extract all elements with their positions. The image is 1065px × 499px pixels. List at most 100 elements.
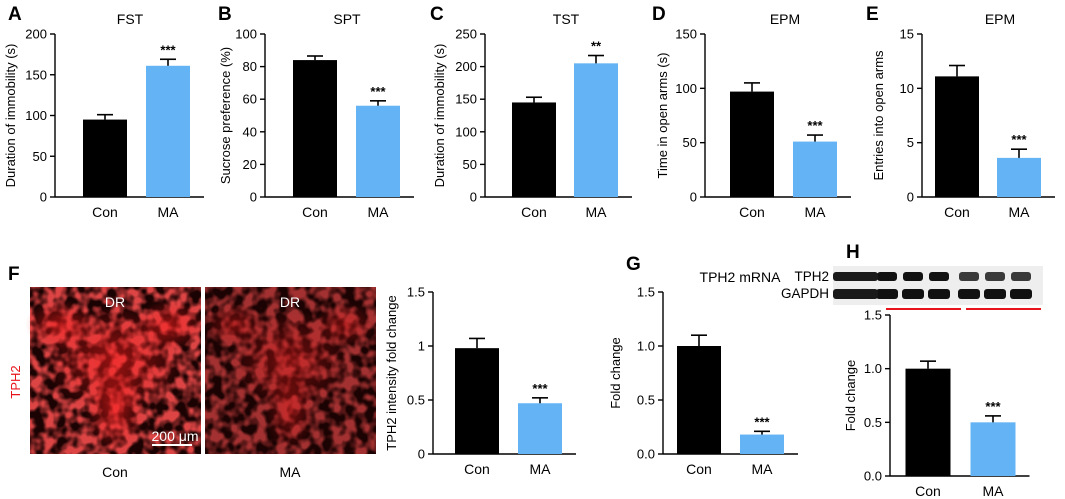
microscopy-panel: F TPH2 DR 200 μm DR Con MA bbox=[8, 264, 376, 480]
y-tick-label: 150 bbox=[455, 92, 477, 107]
blot-band-gapdh bbox=[876, 289, 898, 299]
bar-chart-6: 0 0.5 1 1.5 TPH2 intensity fold change Con MA *… bbox=[384, 285, 576, 477]
chart-title: SPT bbox=[333, 11, 361, 27]
bar-ma bbox=[970, 422, 1016, 476]
x-tick-label: MA bbox=[530, 461, 552, 477]
significance-marker: *** bbox=[160, 42, 176, 57]
y-tick-label: 200 bbox=[25, 27, 47, 42]
y-axis-label: Duration of immobility (s) bbox=[432, 44, 447, 188]
bar-con bbox=[83, 119, 127, 197]
blot-band-tph2 bbox=[959, 272, 979, 281]
x-tick-label: MA bbox=[1009, 204, 1031, 220]
y-tick-label: 80 bbox=[243, 59, 257, 74]
bar-con bbox=[935, 76, 979, 197]
y-tick-label: 50 bbox=[33, 149, 47, 164]
blot-band-gapdh bbox=[984, 289, 1006, 299]
region-label-ma: DR bbox=[280, 294, 300, 310]
panel-letter: A bbox=[8, 4, 22, 25]
y-tick-label: 0.0 bbox=[637, 447, 655, 462]
bar-ma bbox=[997, 157, 1041, 197]
bar-chart-1: A FST 0 50 100 150 200 Duration of immobility (… bbox=[3, 4, 204, 220]
y-tick-label: 150 bbox=[25, 67, 47, 82]
x-tick-label: MA bbox=[586, 204, 608, 220]
bar-con bbox=[677, 346, 721, 454]
x-tick-label: MA bbox=[752, 461, 774, 477]
significance-marker: *** bbox=[807, 118, 823, 133]
y-axis-label: Fold change bbox=[608, 337, 623, 409]
y-tick-label: 0.5 bbox=[637, 393, 655, 408]
y-tick-label: 0 bbox=[690, 190, 697, 205]
y-axis-label: Duration of immobility (s) bbox=[3, 44, 18, 188]
blot-band-gapdh bbox=[928, 289, 950, 299]
significance-marker: ** bbox=[591, 39, 602, 54]
y-tick-label: 0 bbox=[418, 447, 425, 462]
chart-title: TST bbox=[553, 11, 580, 27]
y-tick-label: 100 bbox=[25, 108, 47, 123]
significance-marker: *** bbox=[370, 84, 386, 99]
blot-bands bbox=[833, 272, 1032, 299]
bar-chart-3: C TST 0 50 100 150 200 250 Duration of immobilit… bbox=[430, 4, 632, 220]
y-tick-label: 1.0 bbox=[864, 361, 882, 376]
blot-band-gapdh bbox=[833, 289, 878, 299]
panel-letter: G bbox=[626, 254, 641, 275]
bar-chart-4: D EPM 0 50 100 150 Time in open arms (s) Con MA *… bbox=[652, 4, 851, 220]
y-tick-label: 10 bbox=[900, 81, 914, 96]
bar-con bbox=[512, 102, 556, 197]
scale-bar-label: 200 μm bbox=[152, 428, 199, 444]
blot-band-tph2 bbox=[985, 272, 1005, 281]
y-tick-label: 60 bbox=[243, 92, 257, 107]
x-tick-label: Con bbox=[464, 461, 490, 477]
micrograph-label-ma: MA bbox=[280, 464, 302, 480]
blot-label-gapdh: GAPDH bbox=[781, 286, 829, 301]
y-tick-label: 20 bbox=[243, 157, 257, 172]
x-tick-label: Con bbox=[915, 483, 941, 499]
bar-con bbox=[905, 368, 951, 476]
chart-title: EPM bbox=[985, 11, 1015, 27]
panel-letter: H bbox=[846, 242, 860, 263]
y-tick-label: 0 bbox=[250, 190, 257, 205]
y-tick-label: 50 bbox=[463, 157, 477, 172]
panel-letter: C bbox=[430, 4, 444, 25]
bar-ma bbox=[574, 63, 618, 198]
chart-title: FST bbox=[117, 11, 144, 27]
region-label-con: DR bbox=[105, 294, 125, 310]
y-tick-label: 1.0 bbox=[637, 339, 655, 354]
y-tick-label: 15 bbox=[900, 27, 914, 42]
blot-band-gapdh bbox=[958, 289, 980, 299]
y-tick-label: 40 bbox=[243, 124, 257, 139]
panel-letter: B bbox=[218, 4, 232, 25]
significance-marker: *** bbox=[754, 414, 770, 429]
x-tick-label: Con bbox=[521, 204, 547, 220]
y-tick-label: 1.5 bbox=[407, 285, 425, 300]
blot-band-tph2 bbox=[833, 272, 878, 281]
western-blot: TPH2 GAPDH bbox=[781, 266, 1043, 310]
bar-con bbox=[455, 348, 499, 454]
chart-title: EPM bbox=[770, 11, 800, 27]
y-axis-label: TPH2 intensity fold change bbox=[384, 295, 399, 450]
bar-chart-8: H 0.0 0.5 1.0 1.5 Fold change Con MA *** bbox=[843, 242, 1030, 499]
y-axis-label: Sucrose preference (%) bbox=[218, 47, 233, 184]
panel-letter-f: F bbox=[8, 264, 20, 285]
y-tick-label: 1.5 bbox=[864, 308, 882, 323]
blot-band-tph2 bbox=[877, 272, 897, 281]
x-tick-label: MA bbox=[368, 204, 390, 220]
blot-band-tph2 bbox=[903, 272, 923, 281]
y-tick-label: 0.5 bbox=[407, 393, 425, 408]
y-axis-label: Time in open arms (s) bbox=[655, 53, 670, 179]
x-tick-label: MA bbox=[158, 204, 180, 220]
blot-band-tph2 bbox=[1011, 272, 1031, 281]
bar-ma bbox=[518, 403, 562, 454]
bar-ma bbox=[740, 434, 784, 454]
panel-letter: D bbox=[652, 4, 666, 25]
y-tick-label: 250 bbox=[455, 27, 477, 42]
x-tick-label: Con bbox=[92, 204, 118, 220]
blot-band-tph2 bbox=[929, 272, 949, 281]
y-tick-label: 100 bbox=[455, 124, 477, 139]
panel-letter: E bbox=[866, 4, 879, 25]
y-axis-label: Fold change bbox=[843, 360, 858, 432]
micrograph-con: DR 200 μm bbox=[25, 287, 205, 455]
bar-con bbox=[730, 91, 774, 197]
y-tick-label: 0 bbox=[470, 190, 477, 205]
y-tick-label: 0 bbox=[907, 190, 914, 205]
